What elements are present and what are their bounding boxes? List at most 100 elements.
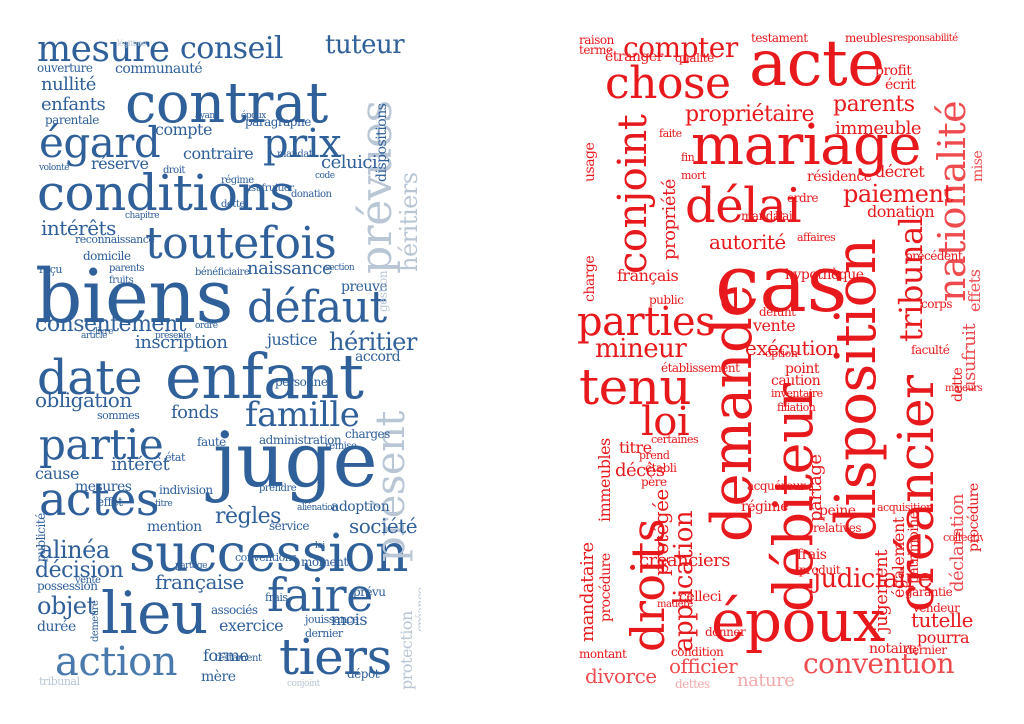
- word: établi: [645, 461, 677, 475]
- word: alinéa: [39, 536, 110, 564]
- word: code: [315, 171, 335, 181]
- word: intérêt: [111, 454, 170, 475]
- word: ouverture: [37, 61, 93, 75]
- word: garantie: [905, 585, 953, 599]
- word: bénéficiaire: [195, 267, 250, 278]
- word: fonds: [171, 402, 219, 423]
- word: relatives: [813, 521, 862, 535]
- word: publicité: [35, 513, 48, 562]
- word: usufruitier: [245, 183, 294, 194]
- word: tribunal: [39, 675, 80, 688]
- word-cloud-left: mesure conseil tuteur contrat prévues ég…: [35, 32, 421, 690]
- word: frais: [797, 547, 827, 563]
- word: parents: [833, 92, 915, 117]
- word: durée: [37, 619, 76, 635]
- word: effet: [97, 495, 123, 509]
- word: option: [765, 347, 798, 360]
- word: époux: [241, 111, 266, 121]
- word: biens: [35, 254, 233, 340]
- word: vente: [753, 316, 796, 335]
- word: mois: [331, 610, 368, 629]
- word: caution: [771, 373, 821, 389]
- word: aliénation: [297, 503, 338, 513]
- word: montant: [579, 647, 627, 661]
- word: judiciaire: [813, 564, 933, 594]
- word: propriété: [659, 179, 680, 260]
- word: justice: [267, 330, 317, 349]
- word: public: [649, 293, 684, 307]
- word: indivision: [159, 483, 213, 497]
- word: condition: [671, 645, 724, 659]
- word: celuici: [321, 152, 378, 173]
- word: convention: [803, 647, 955, 680]
- word: prévu: [353, 585, 386, 599]
- word: usage: [582, 142, 598, 182]
- word: chapitre: [125, 211, 160, 221]
- word: conventions: [235, 551, 297, 564]
- word: acquéreur: [747, 479, 806, 493]
- word: dépôt: [347, 667, 380, 681]
- word: nature: [737, 670, 795, 690]
- word: forme: [203, 646, 249, 665]
- word: produit: [799, 563, 841, 577]
- word: compte: [155, 120, 212, 139]
- word: majeurs: [945, 383, 983, 394]
- word: établissement: [661, 361, 740, 375]
- word: gestion: [376, 270, 390, 312]
- word: mère: [201, 669, 236, 685]
- word: action: [55, 639, 177, 685]
- word: peine: [819, 503, 856, 519]
- word: point: [785, 361, 820, 377]
- word: chose: [605, 58, 731, 109]
- word: communauté: [115, 61, 203, 77]
- word: livre: [95, 327, 113, 337]
- word: régime: [741, 499, 788, 515]
- word: meubles: [845, 32, 893, 45]
- word: règles: [215, 504, 281, 529]
- word: matière: [657, 599, 693, 610]
- word: paragraphe: [245, 115, 311, 129]
- word: notaire: [869, 641, 917, 657]
- word: exercice: [219, 616, 284, 635]
- word: charge: [582, 255, 598, 302]
- word: certaines: [651, 433, 699, 446]
- word: divorce: [585, 664, 657, 688]
- word: parentale: [45, 113, 99, 127]
- word: section: [325, 263, 355, 273]
- word: associés: [211, 603, 258, 617]
- word: donation: [867, 202, 935, 221]
- word: date: [37, 350, 143, 406]
- word: mandat: [741, 209, 784, 223]
- word: père: [641, 475, 667, 489]
- word: objet: [37, 592, 96, 620]
- word: collective: [943, 531, 983, 544]
- word: décès: [615, 460, 665, 481]
- word: faite: [659, 127, 682, 140]
- word: exécution: [745, 336, 839, 360]
- word: conditions: [37, 164, 295, 222]
- word: acte: [749, 32, 885, 101]
- word: preuve: [341, 279, 388, 295]
- word: compter: [623, 32, 738, 64]
- word: dette: [221, 199, 245, 210]
- word: juge: [213, 415, 378, 504]
- word: terme: [579, 43, 613, 57]
- word: partie: [39, 420, 164, 469]
- word: frais: [265, 591, 288, 604]
- word: contrat: [125, 71, 328, 136]
- word: dette: [950, 367, 966, 402]
- word: actes: [39, 472, 160, 526]
- word: dispositions: [374, 103, 390, 182]
- word: enfants: [41, 94, 106, 115]
- word: fin: [681, 151, 695, 164]
- word: affaires: [797, 231, 836, 244]
- word: délai: [685, 178, 801, 234]
- word: tuteur: [325, 32, 405, 60]
- word: contraire: [183, 144, 254, 163]
- word: ordre: [787, 191, 818, 205]
- word: tribunal: [892, 216, 930, 342]
- word: dettes: [675, 677, 710, 690]
- word: mesures: [75, 479, 132, 495]
- word: décret: [875, 162, 925, 181]
- word: hypothèque: [785, 267, 864, 283]
